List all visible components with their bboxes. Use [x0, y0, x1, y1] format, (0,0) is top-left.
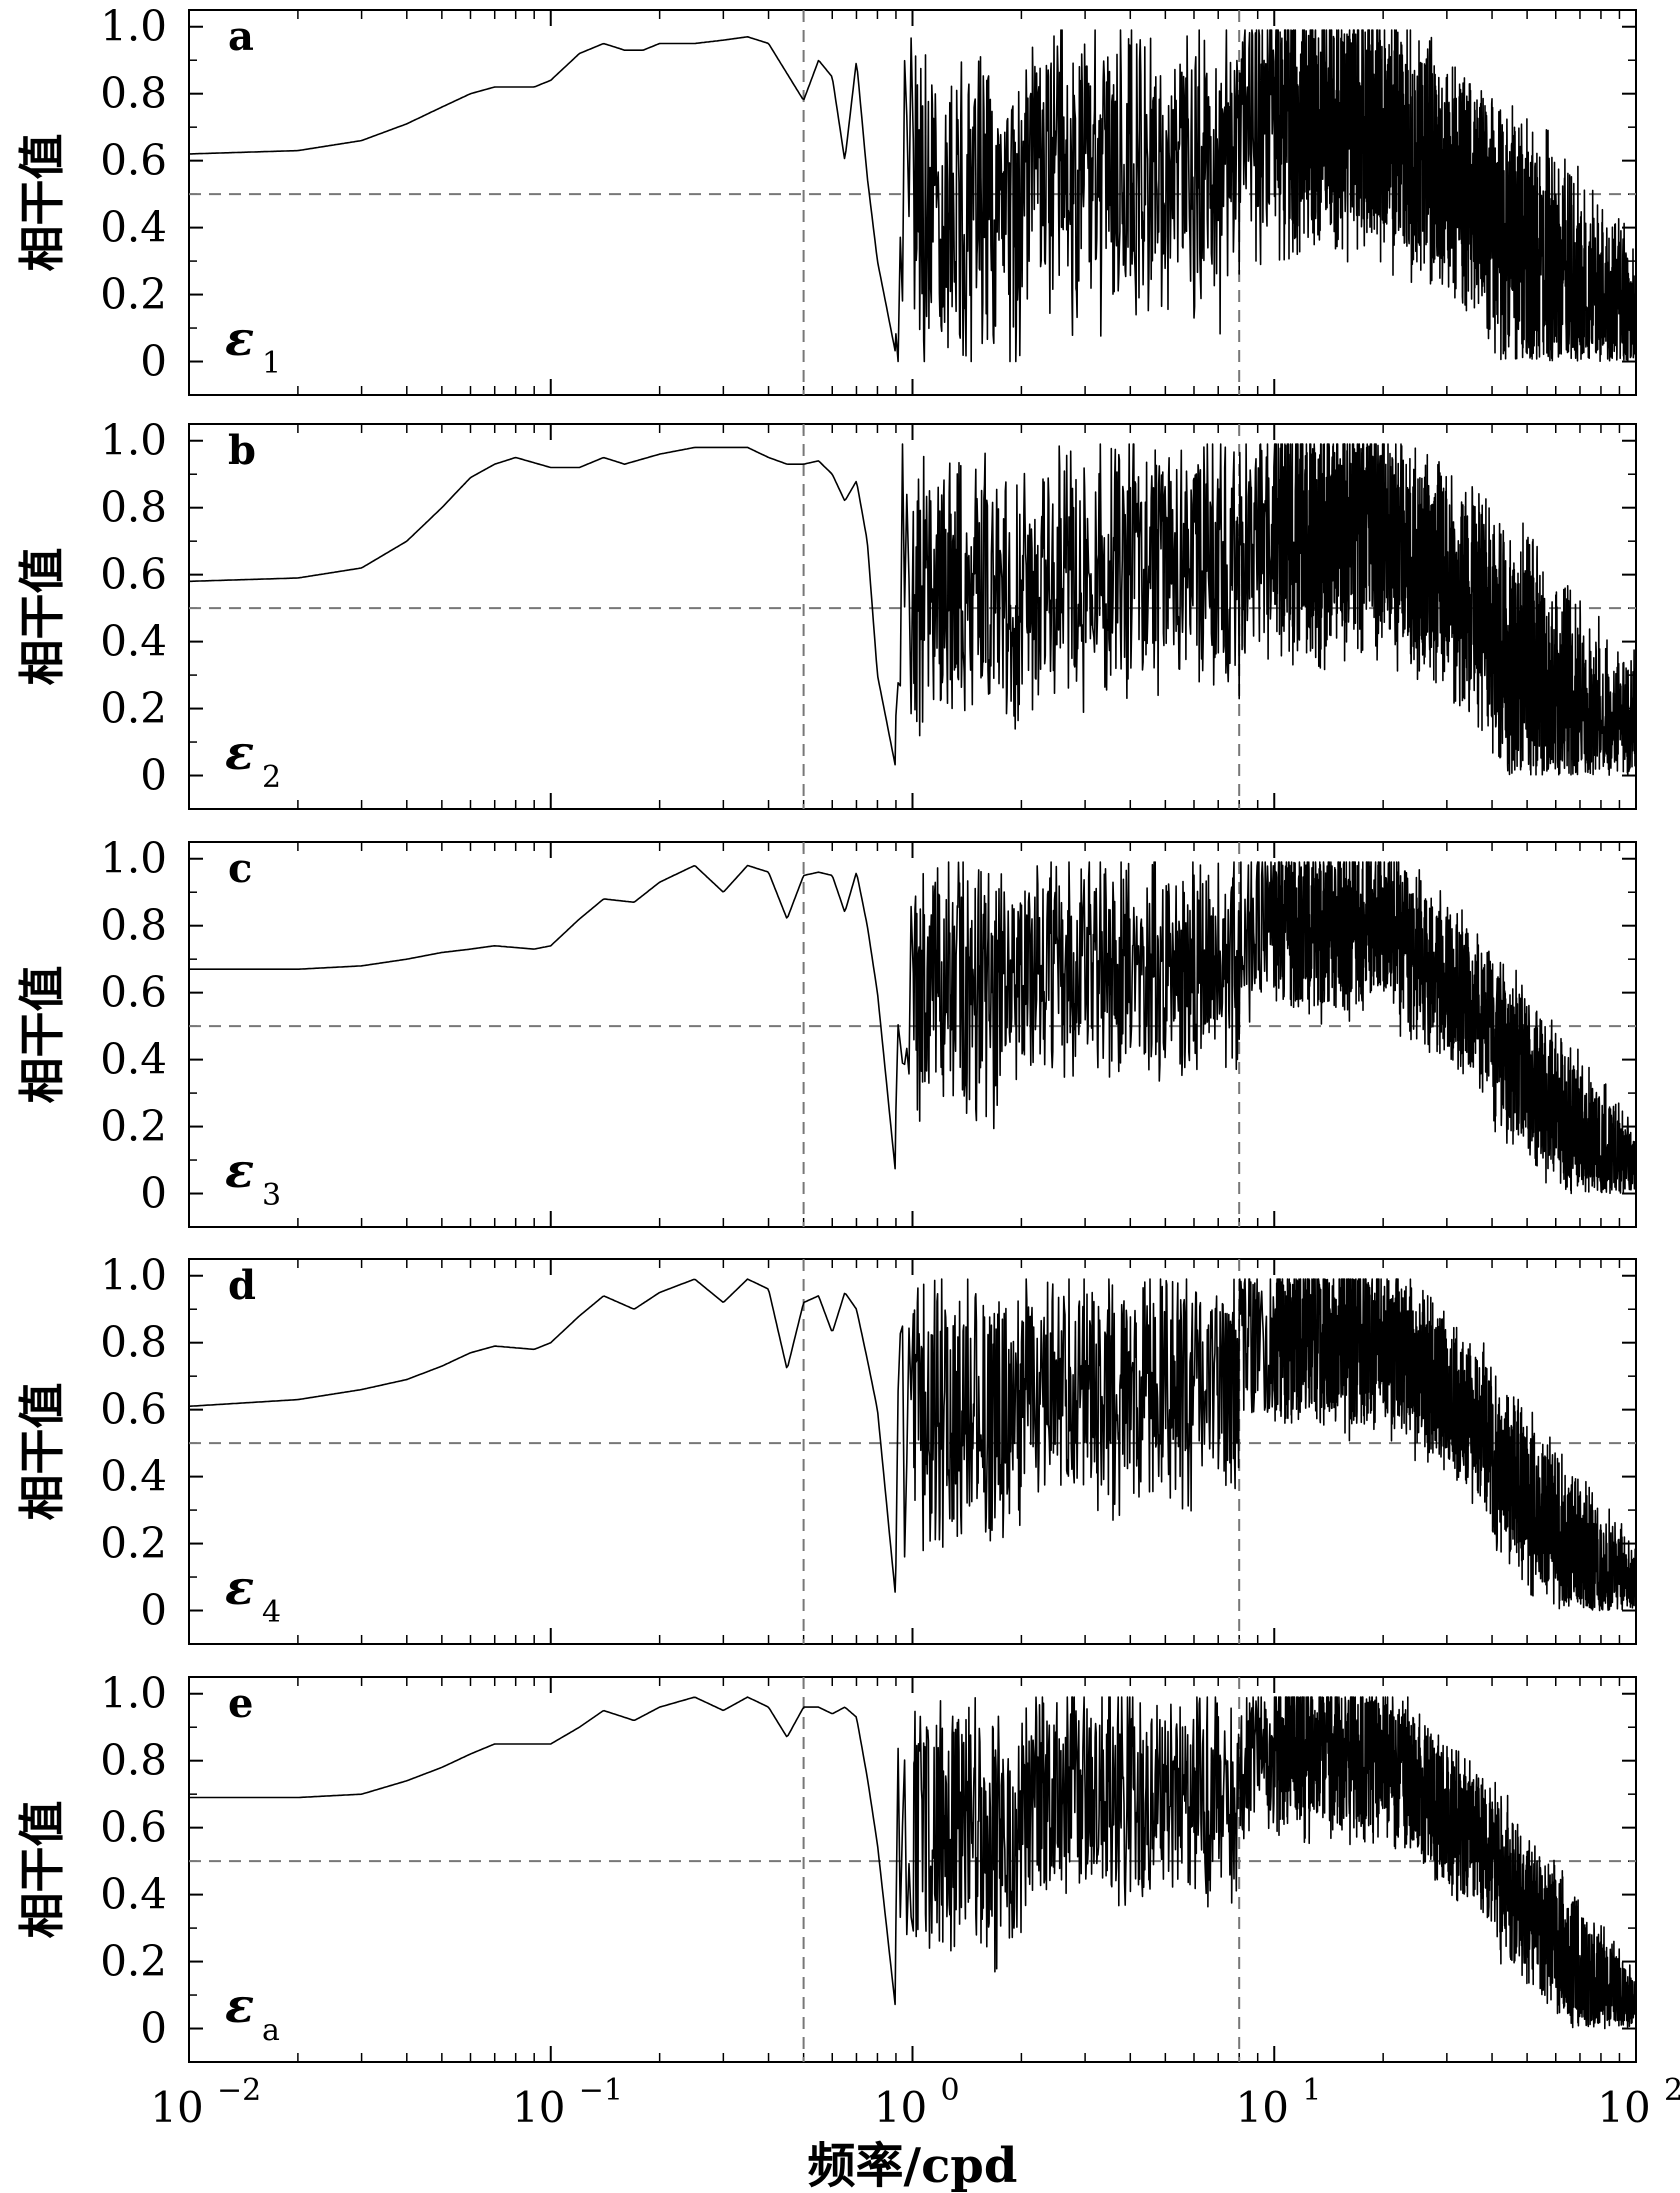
y-tick-label: 1.0 — [100, 1669, 167, 1718]
panel-letter: c — [228, 845, 252, 892]
series-label: ε — [225, 311, 254, 367]
series-subscript: 1 — [262, 346, 281, 381]
x-tick-label: 10 — [1597, 2083, 1650, 2132]
coherence-line — [189, 861, 1637, 1195]
y-tick-label: 0.8 — [100, 901, 167, 950]
y-axis-label: 相干值 — [15, 966, 69, 1104]
panel-a: 0 0.2 0.4 0.6 0.8 1.0 a ε 1 相干值 — [15, 2, 1637, 396]
x-tick-label: 10 — [150, 2083, 203, 2132]
y-tick-label: 0 — [140, 1586, 167, 1635]
y-tick-label: 0 — [140, 751, 167, 800]
series-subscript: 2 — [262, 760, 281, 795]
series-subscript: 4 — [262, 1595, 281, 1630]
x-tick-label: 10 — [874, 2083, 927, 2132]
y-tick-label: 0.2 — [100, 1519, 167, 1568]
y-tick-label: 0.4 — [100, 203, 167, 252]
y-tick-label: 0 — [140, 1169, 167, 1218]
y-axis-label: 相干值 — [15, 1383, 69, 1521]
series-label: ε — [225, 1560, 254, 1616]
coherence-line — [188, 1278, 1637, 1612]
y-tick-label: 0.2 — [100, 684, 167, 733]
y-tick-label: 0.4 — [100, 617, 167, 666]
y-tick-label: 0.6 — [100, 1385, 167, 1434]
y-tick-label: 1.0 — [100, 1251, 167, 1300]
y-tick-label: 0.6 — [100, 968, 167, 1017]
y-axis-label: 相干值 — [15, 134, 69, 272]
y-tick-label: 0.2 — [100, 1937, 167, 1986]
series-subscript: a — [262, 2013, 280, 2048]
series-label: ε — [225, 1978, 254, 2034]
x-tick-exponent: 1 — [1302, 2073, 1321, 2108]
coherence-line — [189, 1696, 1637, 2030]
x-tick-exponent: −2 — [217, 2073, 261, 2108]
panel-b: 0 0.2 0.4 0.6 0.8 1.0 b ε 2 相干值 — [15, 416, 1637, 810]
y-tick-label: 0.4 — [100, 1035, 167, 1084]
y-tick-label: 0 — [140, 337, 167, 386]
x-axis-label: 频率/cpd — [808, 2138, 1018, 2193]
y-tick-label: 0.2 — [100, 270, 167, 319]
y-tick-label: 0.8 — [100, 1318, 167, 1367]
y-tick-label: 1.0 — [100, 2, 167, 51]
y-axis-label: 相干值 — [15, 1801, 69, 1939]
y-tick-label: 0.6 — [100, 136, 167, 185]
x-tick-label: 10 — [1236, 2083, 1289, 2132]
panel-letter: a — [228, 13, 254, 60]
y-tick-label: 1.0 — [100, 834, 167, 883]
coherence-line — [188, 29, 1637, 363]
y-axis-label: 相干值 — [15, 548, 69, 686]
series-subscript: 3 — [262, 1178, 281, 1213]
y-tick-label: 0.6 — [100, 1803, 167, 1852]
x-tick-exponent: −1 — [579, 2073, 623, 2108]
y-tick-label: 0.8 — [100, 1736, 167, 1785]
panel-letter: b — [228, 427, 256, 474]
panel-letter: d — [228, 1262, 256, 1309]
series-label: ε — [225, 1143, 254, 1199]
y-tick-label: 0.2 — [100, 1102, 167, 1151]
y-tick-label: 0.4 — [100, 1870, 167, 1919]
y-tick-label: 0.6 — [100, 550, 167, 599]
panel-c: 0 0.2 0.4 0.6 0.8 1.0 c ε 3 相干值 — [15, 834, 1637, 1228]
y-tick-label: 0.8 — [100, 483, 167, 532]
panel-d: 0 0.2 0.4 0.6 0.8 1.0 d ε 4 相干值 — [15, 1251, 1637, 1645]
y-tick-label: 0.8 — [100, 69, 167, 118]
coherence-line — [189, 443, 1637, 776]
x-tick-label: 10 — [512, 2083, 565, 2132]
y-tick-label: 1.0 — [100, 416, 167, 465]
y-tick-label: 0 — [140, 2004, 167, 2053]
x-tick-exponent: 0 — [941, 2073, 960, 2108]
x-tick-exponent: 2 — [1664, 2073, 1680, 2108]
panel-e: 0 0.2 0.4 0.6 0.8 1.0 e ε a 相干值 — [15, 1669, 1637, 2063]
panel-letter: e — [228, 1680, 253, 1727]
y-tick-label: 0.4 — [100, 1452, 167, 1501]
series-label: ε — [225, 725, 254, 781]
